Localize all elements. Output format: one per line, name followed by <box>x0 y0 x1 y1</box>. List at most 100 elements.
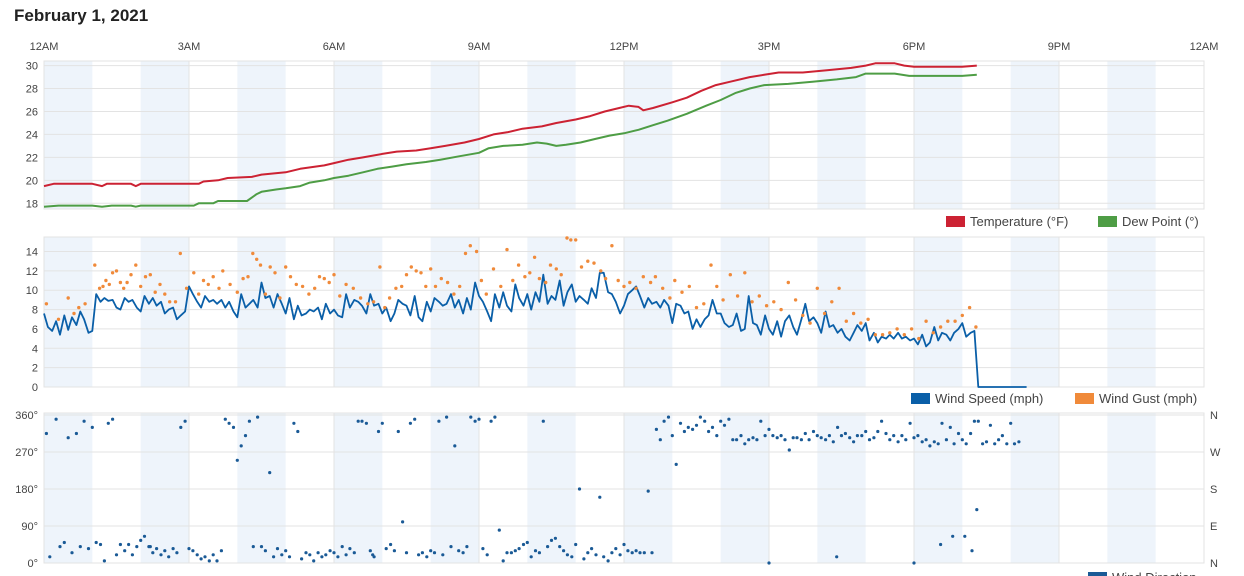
data-point <box>654 427 659 431</box>
data-point <box>215 559 219 563</box>
data-point <box>786 280 790 285</box>
data-point <box>709 263 713 267</box>
data-point <box>171 547 175 551</box>
data-point <box>142 534 147 538</box>
data-point <box>634 549 638 553</box>
y-tick-label: 0 <box>32 382 38 394</box>
data-point <box>101 284 105 289</box>
data-point <box>628 280 632 285</box>
data-point <box>993 442 997 446</box>
legend-label: Wind Direction <box>1112 570 1197 576</box>
data-point <box>884 431 888 436</box>
data-point <box>340 545 344 549</box>
y-tick-label: 0° <box>27 558 38 570</box>
data-point <box>648 280 653 285</box>
data-point <box>284 549 288 553</box>
time-axis-label: 9PM <box>1048 41 1071 53</box>
y-tick-label: 360° <box>15 410 38 422</box>
data-point <box>445 415 449 419</box>
data-point <box>574 238 578 242</box>
data-point <box>288 275 293 279</box>
data-point <box>686 425 690 429</box>
series-line-0 <box>43 62 977 188</box>
data-point <box>394 286 398 290</box>
hour-band <box>334 61 383 209</box>
data-point <box>642 551 646 555</box>
data-point <box>569 238 573 242</box>
data-point <box>384 547 388 551</box>
hour-band <box>527 413 576 563</box>
data-point <box>151 551 155 555</box>
data-point <box>764 304 769 308</box>
data-point <box>880 333 885 337</box>
data-point <box>719 419 723 423</box>
data-point <box>258 263 263 267</box>
data-point <box>404 551 409 555</box>
legend-swatch <box>911 393 930 404</box>
data-point <box>358 296 363 300</box>
data-point <box>195 553 199 557</box>
data-point <box>420 551 424 555</box>
compass-tick-label: N <box>1210 558 1218 570</box>
data-point <box>866 317 870 321</box>
data-point <box>159 553 163 557</box>
data-point <box>960 313 964 318</box>
data-point <box>953 319 957 323</box>
data-point <box>473 419 477 423</box>
hour-band <box>624 237 673 387</box>
data-point <box>687 284 691 289</box>
compass-tick-label: E <box>1210 521 1217 533</box>
data-point <box>327 280 331 285</box>
data-point <box>967 305 972 310</box>
data-point <box>938 325 943 329</box>
hour-band <box>527 61 576 209</box>
hour-band <box>527 237 576 387</box>
data-point <box>505 247 509 252</box>
data-point <box>521 542 526 547</box>
data-point <box>803 431 807 436</box>
data-point <box>554 267 558 271</box>
data-point <box>523 275 527 279</box>
data-point <box>702 302 706 306</box>
data-point <box>715 434 719 438</box>
data-point <box>199 557 203 561</box>
data-point <box>449 545 453 549</box>
data-point <box>129 273 133 277</box>
data-point <box>837 286 841 290</box>
data-point <box>801 313 805 318</box>
data-point <box>537 551 542 555</box>
data-point <box>104 278 108 283</box>
data-point <box>662 419 666 423</box>
data-point <box>158 282 162 287</box>
data-point <box>779 434 783 438</box>
hour-band <box>237 413 286 563</box>
data-point <box>750 300 754 304</box>
data-point <box>251 251 255 256</box>
hour-band <box>430 237 479 387</box>
data-point <box>787 448 791 452</box>
data-point <box>646 489 650 493</box>
data-point <box>489 419 493 423</box>
data-point <box>332 551 336 555</box>
data-point <box>867 438 872 442</box>
data-point <box>533 549 538 553</box>
data-point <box>579 265 584 269</box>
data-point <box>703 419 707 423</box>
data-point <box>114 553 119 557</box>
data-point <box>404 273 409 277</box>
data-point <box>710 425 715 429</box>
data-point <box>491 267 496 271</box>
data-point <box>296 429 300 434</box>
data-point <box>824 438 828 442</box>
data-point <box>484 292 488 296</box>
data-point <box>371 300 376 304</box>
y-tick-label: 12 <box>26 266 38 278</box>
data-point <box>445 280 450 285</box>
data-point <box>924 438 928 442</box>
data-point <box>976 419 980 423</box>
data-point <box>378 265 382 269</box>
data-point <box>251 545 255 549</box>
data-point <box>622 542 626 547</box>
data-point <box>808 321 812 325</box>
data-point <box>586 551 590 555</box>
